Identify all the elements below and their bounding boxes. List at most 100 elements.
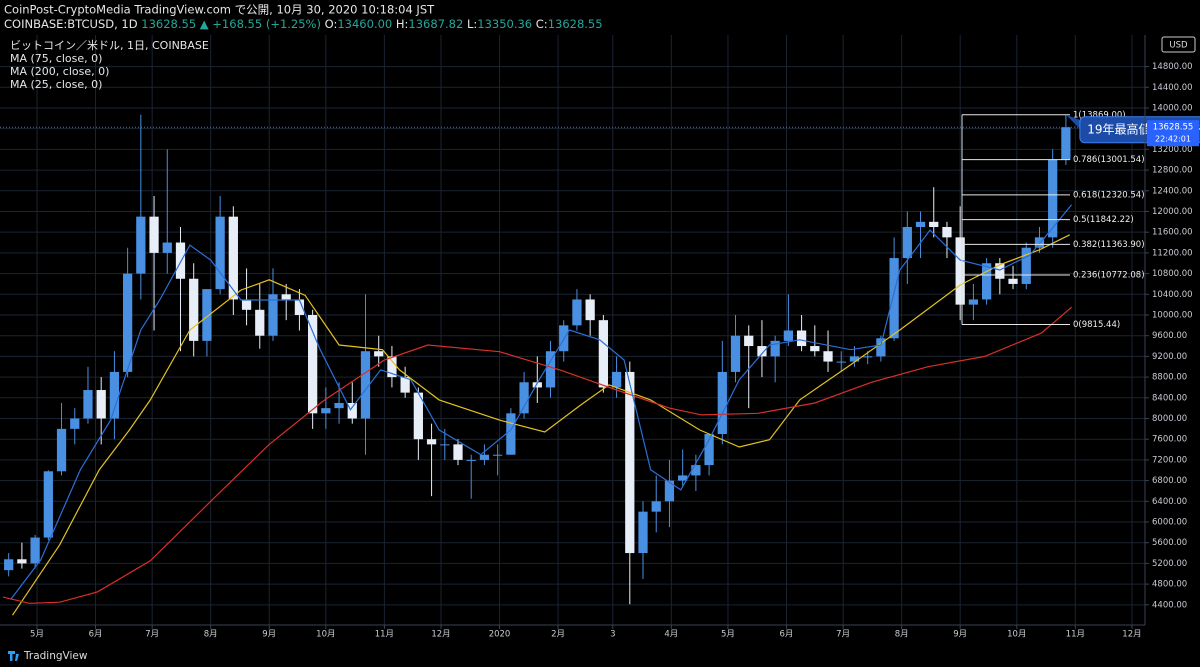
legend-entry: MA (75, close, 0) bbox=[10, 52, 102, 65]
symbol-line: COINBASE:BTCUSD, 1D 13628.55 ▲ +168.55 (… bbox=[4, 17, 603, 31]
candle-body bbox=[942, 227, 952, 238]
y-tick-label: 14800.00 bbox=[1152, 62, 1193, 72]
x-tick-label: 11月 bbox=[1066, 630, 1085, 640]
candle-body bbox=[1021, 247, 1031, 284]
fib-label: 1(13869.00) bbox=[1073, 110, 1126, 120]
candle-body bbox=[308, 314, 318, 414]
candle-body bbox=[56, 428, 67, 472]
candle-body bbox=[1061, 127, 1071, 160]
y-tick-label: 12800.00 bbox=[1152, 166, 1193, 176]
y-tick-label: 10000.00 bbox=[1152, 310, 1193, 320]
candle-body bbox=[189, 278, 199, 341]
candle-body bbox=[122, 273, 133, 372]
candle-body bbox=[400, 377, 410, 393]
candle-body bbox=[889, 258, 899, 339]
x-tick-label: 2月 bbox=[551, 630, 565, 640]
y-tick-label: 9600.00 bbox=[1152, 331, 1187, 341]
candle-body bbox=[915, 221, 926, 228]
candle-body bbox=[43, 471, 53, 538]
candle-body bbox=[876, 338, 886, 357]
candle-body bbox=[1008, 278, 1018, 284]
candle-body bbox=[202, 289, 212, 341]
x-tick-label: 11月 bbox=[375, 630, 394, 640]
candle-body bbox=[863, 356, 873, 358]
candle-body bbox=[96, 390, 106, 419]
ohlc-value: 13460.00 bbox=[337, 17, 392, 31]
candle-body bbox=[625, 371, 635, 554]
x-tick-label: 6月 bbox=[780, 630, 794, 640]
candle-body bbox=[783, 330, 794, 341]
x-tick-label: 3 bbox=[610, 630, 615, 640]
candle-body bbox=[347, 402, 357, 419]
fib-label: 0.5(11842.22) bbox=[1073, 215, 1134, 225]
countdown: 22:42:01 bbox=[1155, 135, 1191, 144]
candle-body bbox=[241, 299, 252, 310]
candle-body bbox=[955, 237, 965, 305]
candle-body bbox=[17, 559, 27, 564]
currency: USD bbox=[1169, 41, 1188, 51]
y-tick-label: 13200.00 bbox=[1152, 145, 1193, 155]
x-tick-label: 9月 bbox=[953, 630, 967, 640]
candle-body bbox=[162, 242, 172, 253]
x-tick-label: 12月 bbox=[431, 630, 450, 640]
fib-label: 0.382(11363.90) bbox=[1073, 240, 1145, 250]
brand: TradingView bbox=[8, 650, 88, 662]
candle-body bbox=[255, 309, 265, 336]
x-tick-label: 8月 bbox=[204, 630, 218, 640]
ma-line bbox=[12, 234, 1070, 616]
candle-body bbox=[770, 340, 780, 357]
candle-body bbox=[678, 475, 688, 481]
candle-body bbox=[836, 361, 846, 363]
ohlc-value: 13350.36 bbox=[477, 17, 532, 31]
candle-body bbox=[704, 434, 714, 466]
y-tick-label: 14000.00 bbox=[1152, 103, 1193, 113]
candle-body bbox=[215, 216, 225, 290]
fib-label: 0(9815.44) bbox=[1073, 320, 1120, 330]
legend-entry: MA (25, close, 0) bbox=[10, 78, 102, 91]
candle-body bbox=[598, 320, 608, 388]
candle-body bbox=[228, 216, 238, 300]
candle-body bbox=[479, 454, 490, 460]
candle-body bbox=[466, 459, 476, 461]
y-tick-label: 10400.00 bbox=[1152, 290, 1193, 300]
candle-body bbox=[334, 402, 344, 409]
candle-body bbox=[1048, 159, 1058, 238]
x-tick-label: 5月 bbox=[30, 630, 44, 640]
y-tick-label: 12000.00 bbox=[1152, 207, 1193, 217]
candle-body bbox=[413, 392, 423, 440]
candle-body bbox=[929, 221, 939, 228]
y-tick-label: 5200.00 bbox=[1152, 559, 1187, 569]
y-tick-label: 14400.00 bbox=[1152, 83, 1193, 93]
currency-box[interactable] bbox=[1161, 36, 1196, 53]
symbol: COINBASE:BTCUSD, 1D bbox=[4, 17, 138, 31]
last-price-tag bbox=[1147, 120, 1199, 147]
candle-body bbox=[440, 444, 450, 446]
ma-line bbox=[2, 306, 1072, 604]
candle-body bbox=[149, 216, 159, 253]
x-tick-label: 9月 bbox=[262, 630, 276, 640]
candle-body bbox=[638, 511, 648, 554]
candle-body bbox=[651, 501, 661, 512]
candle-body bbox=[796, 330, 807, 347]
candle-body bbox=[585, 299, 595, 321]
change: ▲ +168.55 (+1.25%) bbox=[200, 17, 321, 31]
legend-entry: MA (200, close, 0) bbox=[10, 65, 109, 78]
y-tick-label: 7200.00 bbox=[1152, 455, 1187, 465]
candle-body bbox=[1034, 237, 1045, 248]
candle-body bbox=[664, 480, 675, 502]
x-tick-label: 7月 bbox=[836, 630, 850, 640]
x-tick-label: 10月 bbox=[1007, 630, 1026, 640]
ma-line bbox=[10, 204, 1073, 600]
ohlc-key: H: bbox=[396, 17, 409, 31]
publisher: CoinPost-CryptoMedia TradingView.com で公開… bbox=[4, 3, 435, 17]
y-tick-label: 5600.00 bbox=[1152, 538, 1187, 548]
fib-label: 0.618(12320.54) bbox=[1073, 190, 1145, 200]
candle-body bbox=[453, 444, 463, 460]
y-tick-label: 4400.00 bbox=[1152, 600, 1187, 610]
candle-body bbox=[387, 356, 397, 378]
y-tick-label: 9200.00 bbox=[1152, 352, 1187, 362]
candle-body bbox=[136, 216, 146, 274]
brand-logo bbox=[8, 651, 19, 661]
y-tick-label: 10800.00 bbox=[1152, 269, 1193, 279]
